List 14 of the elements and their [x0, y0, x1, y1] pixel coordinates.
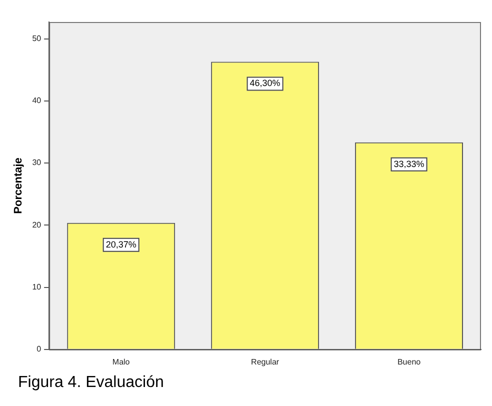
y-tick-label: 40	[32, 96, 42, 106]
y-axis-title: Porcentaje	[12, 158, 25, 214]
data-label: 46,30%	[250, 78, 280, 88]
y-tick-label: 30	[32, 158, 42, 168]
data-label: 33,33%	[394, 158, 424, 169]
y-tick-label: 50	[32, 34, 42, 43]
x-tick-label: Bueno	[397, 357, 422, 366]
x-tick-label: Malo	[112, 357, 130, 366]
data-label: 20,37%	[106, 239, 136, 250]
y-tick-label: 20	[32, 220, 42, 230]
text: Figura 4. Evaluación	[18, 374, 165, 392]
x-tick-label: Regular	[251, 357, 280, 366]
y-tick-label: 0	[36, 344, 42, 354]
y-tick-label: 10	[32, 282, 42, 292]
